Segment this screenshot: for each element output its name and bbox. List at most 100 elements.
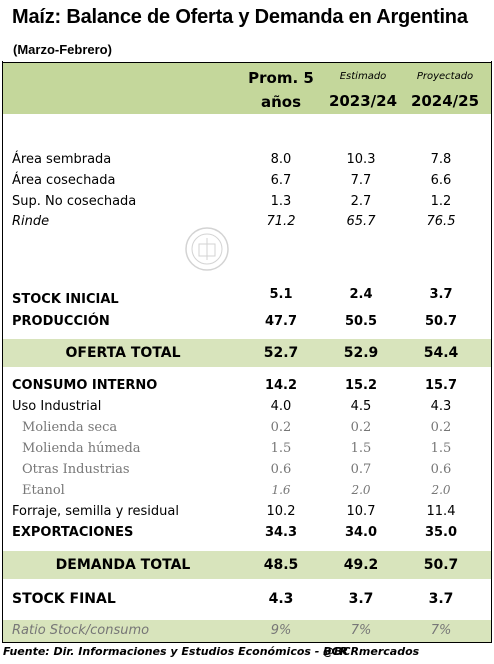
value-prom: 8.0 [270, 152, 292, 167]
row-label: Uso Industrial [12, 399, 102, 414]
value-2023-24: 3.7 [348, 591, 374, 607]
row-label: Rinde [12, 214, 50, 229]
row-area-sembrada: Área sembrada 8.0 10.3 7.8 [3, 150, 491, 171]
value-2024-25: 7.8 [430, 152, 452, 167]
value-2023-24: 10.7 [346, 504, 376, 519]
value-2024-25: 11.4 [426, 504, 456, 519]
value-2023-24: 0.7 [350, 462, 372, 477]
row-label: Área sembrada [12, 152, 112, 167]
value-2023-24: 50.5 [344, 314, 378, 329]
value-prom: 4.3 [268, 591, 294, 607]
row-ratio: Ratio Stock/consumo 9% 7% 7% [3, 621, 491, 642]
table-bottom-rule [3, 642, 491, 643]
value-2023-24: 0.2 [350, 420, 372, 435]
row-label: PRODUCCIÓN [12, 314, 110, 329]
header-col2-tag: Estimado [339, 71, 387, 82]
value-2024-25: 50.7 [423, 557, 459, 573]
row-label: STOCK FINAL [12, 591, 116, 607]
row-uso-industrial: Uso Industrial 4.0 4.5 4.3 [3, 397, 491, 418]
value-prom: 0.2 [270, 420, 292, 435]
value-2023-24: 2.7 [350, 194, 372, 209]
value-2023-24: 2.0 [351, 483, 371, 497]
value-prom: 4.0 [270, 399, 292, 414]
page-title: Maíz: Balance de Oferta y Demanda en Arg… [12, 6, 468, 28]
table-header: Prom. 5 años Estimado 2023/24 Proyectado… [3, 62, 491, 114]
row-oferta-total: OFERTA TOTAL 52.7 52.9 54.4 [3, 343, 491, 364]
row-molienda-humeda: Molienda húmeda 1.5 1.5 1.5 [3, 439, 491, 460]
row-otras-industrias: Otras Industrias 0.6 0.7 0.6 [3, 460, 491, 481]
oferta-total-band [3, 339, 491, 367]
value-prom: 1.5 [270, 441, 292, 456]
row-label: EXPORTACIONES [12, 525, 134, 540]
value-prom: 9% [270, 623, 292, 638]
value-2024-25: 35.0 [424, 525, 458, 540]
value-2023-24: 65.7 [346, 214, 376, 229]
value-2024-25: 50.7 [424, 314, 458, 329]
row-forraje: Forraje, semilla y residual 10.2 10.7 11… [3, 502, 491, 523]
value-2023-24: 1.5 [350, 441, 372, 456]
value-prom: 52.7 [263, 345, 299, 361]
row-demanda-total: DEMANDA TOTAL 48.5 49.2 50.7 [3, 555, 491, 576]
value-2023-24: 2.4 [349, 287, 373, 302]
value-2024-25: 0.2 [430, 420, 452, 435]
value-prom: 6.7 [270, 173, 292, 188]
value-2024-25: 0.6 [430, 462, 452, 477]
row-sup-no-cosechada: Sup. No cosechada 1.3 2.7 1.2 [3, 192, 491, 213]
row-stock-final: STOCK FINAL 4.3 3.7 3.7 [3, 589, 491, 610]
header-col3-tag: Proyectado [416, 71, 474, 82]
value-prom: 1.6 [271, 483, 291, 497]
table-frame [2, 61, 492, 643]
source-note: Fuente: Dir. Informaciones y Estudios Ec… [3, 645, 349, 658]
row-molienda-seca: Molienda seca 0.2 0.2 0.2 [3, 418, 491, 439]
header-col1-line2: años [260, 93, 302, 111]
value-2024-25: 3.7 [428, 591, 454, 607]
row-exportaciones: EXPORTACIONES 34.3 34.0 35.0 [3, 523, 491, 544]
row-etanol: Etanol 1.6 2.0 2.0 [3, 481, 491, 502]
row-label: Etanol [22, 483, 65, 498]
value-prom: 1.3 [270, 194, 292, 209]
value-2023-24: 15.2 [344, 378, 378, 393]
value-prom: 5.1 [269, 287, 293, 302]
row-label: CONSUMO INTERNO [12, 378, 158, 393]
value-prom: 14.2 [264, 378, 298, 393]
row-stock-inicial: STOCK INICIAL 5.1 2.4 3.7 [3, 287, 491, 310]
value-2023-24: 52.9 [343, 345, 379, 361]
row-label: Molienda seca [22, 420, 118, 435]
row-label: Sup. No cosechada [12, 194, 137, 209]
value-2024-25: 54.4 [423, 345, 459, 361]
row-label: Molienda húmeda [22, 441, 141, 456]
value-2024-25: 2.0 [431, 483, 451, 497]
row-label: DEMANDA TOTAL [55, 557, 191, 573]
value-prom: 47.7 [264, 314, 298, 329]
value-2024-25: 15.7 [424, 378, 458, 393]
value-prom: 48.5 [263, 557, 299, 573]
value-2023-24: 34.0 [344, 525, 378, 540]
row-area-cosechada: Área cosechada 6.7 7.7 6.6 [3, 171, 491, 192]
header-col2-year: 2023/24 [328, 92, 398, 110]
value-2024-25: 1.2 [430, 194, 452, 209]
row-label: Área cosechada [12, 173, 116, 188]
demanda-total-band [3, 551, 491, 579]
row-label: Ratio Stock/consumo [12, 623, 150, 638]
header-col3-year: 2024/25 [410, 92, 480, 110]
row-label: Otras Industrias [22, 462, 130, 477]
value-2024-25: 1.5 [430, 441, 452, 456]
row-label: STOCK INICIAL [12, 292, 119, 307]
value-prom: 10.2 [266, 504, 296, 519]
value-2023-24: 7% [350, 623, 372, 638]
value-2023-24: 49.2 [343, 557, 379, 573]
value-2023-24: 10.3 [346, 152, 376, 167]
row-consumo-interno: CONSUMO INTERNO 14.2 15.2 15.7 [3, 376, 491, 397]
page-subtitle: (Marzo-Febrero) [13, 42, 112, 57]
value-2024-25: 3.7 [429, 287, 453, 302]
header-col1-line1: Prom. 5 [248, 69, 314, 87]
row-label: OFERTA TOTAL [65, 345, 181, 361]
value-2024-25: 7% [430, 623, 452, 638]
value-2024-25: 6.6 [430, 173, 452, 188]
bcr-seal-watermark-icon [185, 227, 229, 271]
value-2023-24: 7.7 [350, 173, 372, 188]
value-2024-25: 4.3 [430, 399, 452, 414]
value-2023-24: 4.5 [350, 399, 372, 414]
value-prom: 34.3 [264, 525, 298, 540]
value-2024-25: 76.5 [426, 214, 456, 229]
